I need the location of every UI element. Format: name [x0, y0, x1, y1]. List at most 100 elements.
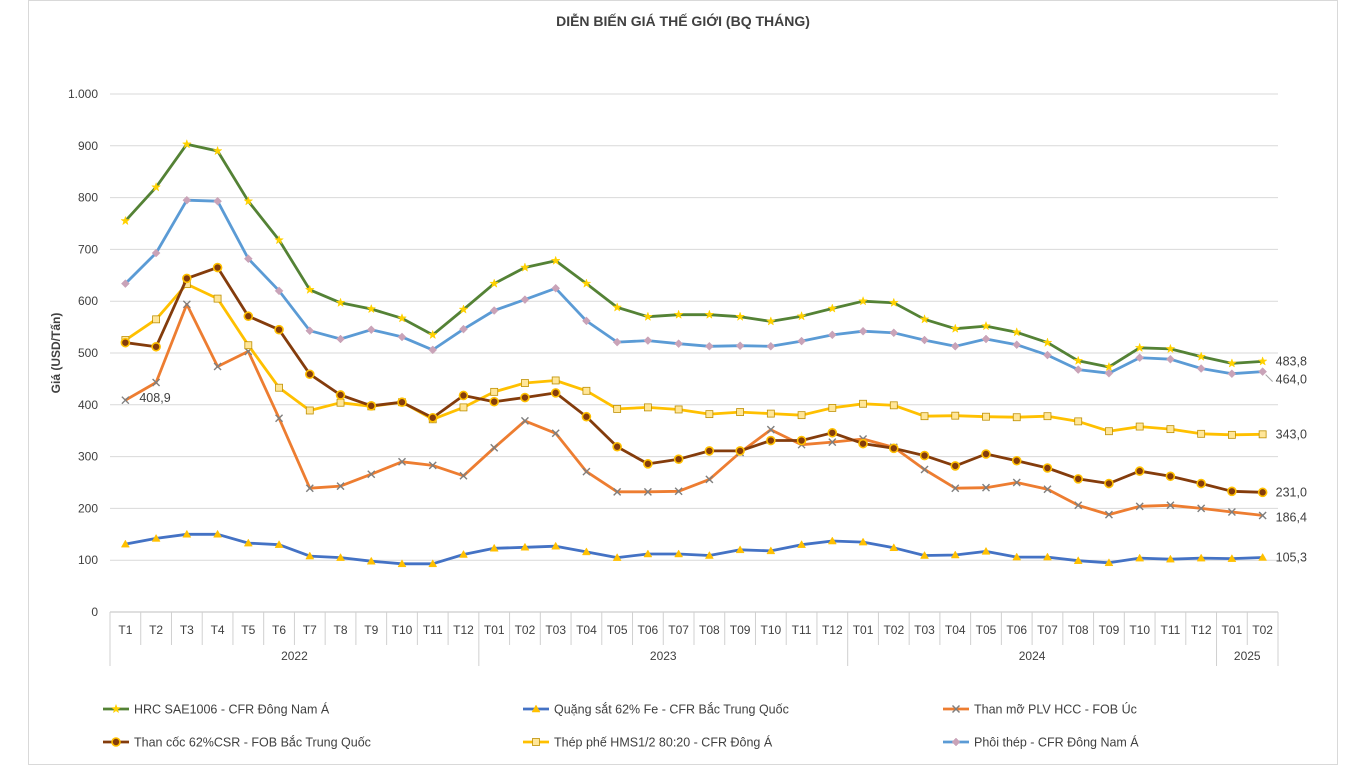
- data-point: [889, 401, 898, 410]
- marker-stroke: [1227, 508, 1236, 517]
- y-tick-label: 1.000: [68, 87, 98, 101]
- marker-stroke: [613, 487, 622, 496]
- x-axis: T1 T2 T3 T4 T5 T6 T7 T8 T9 T10 T11 T12 T01 T02 T03 T04 T…: [109, 611, 1279, 666]
- data-point: [797, 411, 806, 420]
- series-line: [124, 302, 1263, 517]
- legend-item[interactable]: HRC SAE1006 - CFR Đông Nam Á: [103, 702, 330, 717]
- series-line: [124, 198, 1263, 376]
- data-point: [1104, 558, 1114, 567]
- data-point: [1258, 511, 1267, 520]
- data-point: [920, 412, 929, 421]
- x-tick-label: T04: [576, 623, 597, 637]
- marker-stroke: [336, 482, 345, 491]
- legend-label: Phôi thép - CFR Đông Nam Á: [974, 735, 1139, 750]
- x-tick-label: T12: [453, 623, 474, 637]
- marker-stroke: [275, 414, 284, 423]
- data-point: [766, 425, 775, 434]
- data-point: [151, 341, 161, 352]
- data-point: [705, 410, 714, 419]
- x-tick-label: T2: [149, 623, 163, 637]
- data-point: [335, 390, 346, 400]
- data-point: [704, 551, 714, 559]
- data-point: [1258, 430, 1267, 439]
- x-tick-label: T08: [699, 623, 720, 637]
- data-point: [459, 549, 468, 558]
- data-point: [366, 556, 376, 565]
- marker-stroke: [367, 470, 376, 479]
- data-point: [366, 303, 377, 314]
- legend-marker: [951, 737, 961, 747]
- data-point: [1073, 355, 1084, 366]
- data-point: [1165, 343, 1176, 354]
- data-point: [1135, 422, 1144, 431]
- marker-stroke: [705, 475, 714, 484]
- marker-stroke: [520, 416, 529, 425]
- data-point: [1042, 463, 1053, 473]
- data-point: [1258, 367, 1267, 377]
- data-point: [458, 390, 469, 401]
- legend-item[interactable]: Phôi thép - CFR Đông Nam Á: [943, 735, 1139, 750]
- x-tick-label: T02: [1252, 623, 1273, 637]
- data-point: [213, 529, 223, 538]
- data-point: [1196, 364, 1206, 373]
- data-point: [244, 341, 253, 350]
- data-label: 105,3: [1276, 550, 1307, 564]
- data-point: [213, 196, 222, 206]
- data-point: [612, 553, 622, 561]
- data-point: [1197, 504, 1206, 513]
- data-point: [489, 396, 500, 407]
- data-labels: 483,8 464,0 343,0 231,0 186,4 408,9 105,3: [139, 354, 1307, 564]
- data-point: [489, 306, 499, 315]
- data-point: [305, 484, 314, 493]
- data-point: [427, 412, 438, 423]
- y-tick-label: 700: [78, 242, 98, 256]
- data-point: [1103, 361, 1114, 372]
- data-point: [459, 324, 468, 334]
- data-point: [1227, 369, 1237, 379]
- data-point: [735, 545, 745, 554]
- marker-stroke: [213, 362, 222, 371]
- label-leader: [1265, 374, 1273, 383]
- marker-stroke: [1197, 504, 1206, 513]
- x-tick-label: T7: [303, 623, 317, 637]
- series-line: [125, 266, 1263, 494]
- data-point: [827, 303, 838, 313]
- data-point: [1165, 554, 1175, 563]
- chart-frame: [28, 0, 1338, 765]
- data-point: [550, 388, 561, 398]
- legend[interactable]: HRC SAE1006 - CFR Đông Nam Á Quặng sắt 62…: [103, 702, 1139, 750]
- data-point: [182, 529, 192, 538]
- data-point: [828, 438, 837, 447]
- data-point: [828, 404, 837, 412]
- legend-item[interactable]: Thép phế HMS1/2 80:20 - CFR Đông Á: [523, 735, 773, 750]
- data-point: [489, 543, 499, 552]
- data-point: [920, 465, 929, 474]
- data-point: [152, 315, 161, 324]
- legend-item[interactable]: Than mỡ PLV HCC - FOB Úc: [943, 702, 1137, 717]
- data-point: [275, 414, 284, 423]
- x-tick-label: T01: [484, 623, 505, 637]
- data-point: [858, 326, 868, 336]
- series-0: [120, 138, 1268, 372]
- data-point: [336, 482, 345, 491]
- marker-stroke: [551, 429, 560, 438]
- data-point: [1135, 353, 1145, 363]
- legend-item[interactable]: Than cốc 62%CSR - FOB Bắc Trung Quốc: [103, 735, 371, 750]
- data-point: [336, 553, 345, 561]
- data-point: [613, 487, 622, 496]
- y-tick-label: 0: [91, 605, 98, 619]
- data-point: [1197, 429, 1206, 438]
- data-point: [736, 408, 745, 416]
- data-point: [550, 255, 561, 266]
- x-tick-label: T3: [180, 623, 194, 637]
- marker-stroke: [952, 705, 960, 713]
- legend-item[interactable]: Quặng sắt 62% Fe - CFR Bắc Trung Quốc: [523, 702, 789, 717]
- data-point: [1073, 556, 1083, 564]
- data-point: [1166, 354, 1175, 364]
- data-point: [1166, 501, 1175, 510]
- x-tick-label: T12: [822, 623, 843, 637]
- x-tick-label: T09: [1099, 623, 1120, 637]
- data-point: [858, 438, 868, 449]
- data-point: [274, 286, 284, 296]
- data-point: [981, 449, 991, 459]
